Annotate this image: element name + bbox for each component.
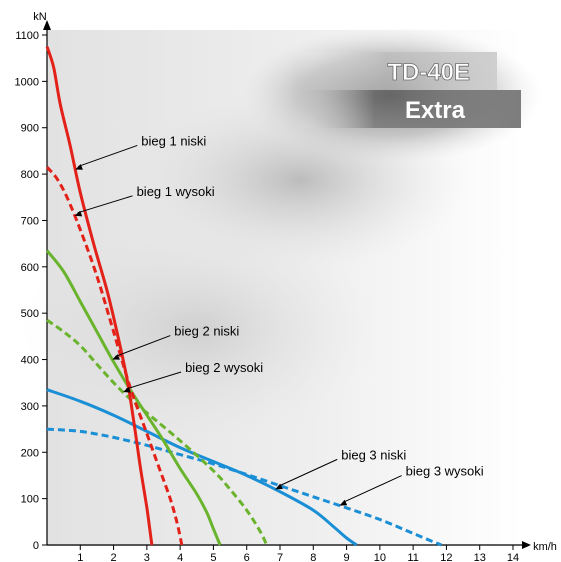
- x-tick-label: 4: [177, 552, 183, 562]
- annotation-label: bieg 3 niski: [341, 447, 406, 462]
- y-tick-label: 600: [21, 262, 39, 274]
- annotation-leader-line: [125, 371, 182, 390]
- badge-variant-label: Extra: [405, 97, 466, 124]
- x-tick-label: 1: [77, 552, 83, 562]
- badge-model-label: TD-40E: [387, 59, 470, 86]
- y-tick-label: 1100: [15, 30, 39, 42]
- x-tick-label: 13: [474, 552, 486, 562]
- annotation-leader-line: [115, 335, 171, 358]
- y-tick-label: 100: [21, 494, 39, 506]
- annotation-label: bieg 2 niski: [174, 324, 239, 339]
- y-tick-label: 0: [33, 540, 39, 552]
- annotation-arrowhead: [75, 164, 83, 170]
- x-tick-label: 5: [210, 552, 216, 562]
- y-axis-label: kN: [33, 11, 47, 23]
- annotation-arrowhead: [112, 354, 120, 360]
- series-line-bieg-3-wysoki: [46, 427, 442, 547]
- x-tick-label: 9: [344, 552, 350, 562]
- annotation-label: bieg 2 wysoki: [185, 360, 263, 375]
- annotation-label: bieg 3 wysoki: [406, 464, 484, 479]
- y-tick-label: 700: [21, 215, 39, 227]
- series-layer: [45, 46, 442, 547]
- annotation-label: bieg 1 wysoki: [137, 184, 215, 199]
- y-tick-label: 300: [21, 401, 39, 413]
- annotation-label: bieg 1 niski: [141, 133, 206, 148]
- x-axis-arrowhead: [522, 541, 531, 549]
- x-tick-label: 7: [277, 552, 283, 562]
- annotation-arrowhead: [123, 386, 131, 393]
- x-tick-label: 14: [507, 552, 519, 562]
- y-axis-arrowhead: [43, 20, 51, 30]
- y-tick-label: 900: [21, 123, 39, 135]
- x-tick-label: 2: [111, 552, 117, 562]
- series-line-bieg-2-wysoki: [46, 318, 269, 546]
- x-tick-label: 8: [310, 552, 316, 562]
- x-axis-label: km/h: [533, 541, 557, 553]
- badge-bottom-band: [296, 90, 521, 128]
- annotation-leader-line: [77, 195, 133, 214]
- x-tick-label: 3: [144, 552, 150, 562]
- y-tick-label: 200: [21, 447, 39, 459]
- annotation-leader-line: [78, 144, 138, 167]
- y-tick-label: 500: [21, 308, 39, 320]
- x-tick-label: 6: [244, 552, 250, 562]
- annotation-arrowhead: [339, 499, 348, 506]
- annotation-arrowhead: [74, 210, 83, 217]
- y-tick-label: 400: [21, 355, 39, 367]
- annotation-leader-line: [342, 475, 402, 504]
- badge-top-band: [296, 52, 497, 90]
- series-line-bieg-1-wysoki: [45, 166, 184, 546]
- y-tick-label: 1000: [15, 76, 39, 88]
- x-tick-label: 10: [374, 552, 386, 562]
- annotation-arrowhead: [275, 483, 283, 490]
- annotation-layer: bieg 1 niski bieg 1 wysoki bieg 2 niski bie…: [74, 133, 484, 506]
- smoke-cloud-lower: [20, 220, 380, 440]
- series-line-bieg-1-niski: [45, 46, 154, 546]
- y-tick-label: 800: [21, 169, 39, 181]
- x-tick-label: 11: [407, 552, 418, 562]
- x-tick-label: 12: [440, 552, 452, 562]
- title-badge: TD-40E Extra: [296, 52, 521, 128]
- series-line-bieg-2-niski: [45, 249, 222, 546]
- annotation-leader-line: [278, 458, 338, 487]
